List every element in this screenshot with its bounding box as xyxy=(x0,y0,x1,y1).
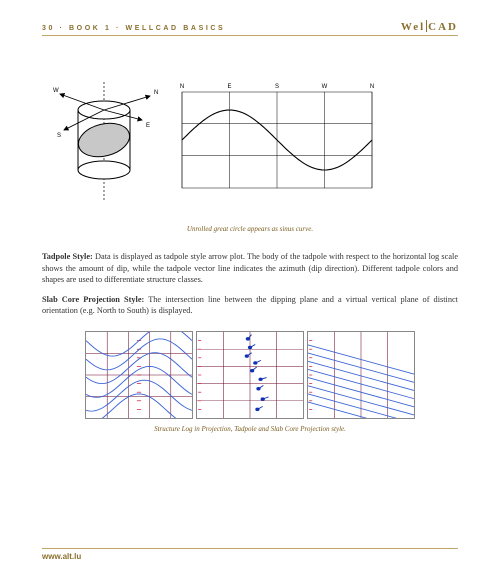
page-header: 30 · BOOK 1 · WELLCAD BASICS WelCAD xyxy=(42,20,458,36)
svg-text:E: E xyxy=(146,123,150,129)
svg-text:E: E xyxy=(227,84,231,90)
slab-lead: Slab Core Projection Style: xyxy=(42,295,144,304)
panel-slab xyxy=(307,331,415,419)
tadpole-lead: Tadpole Style: xyxy=(42,252,93,261)
svg-text:W: W xyxy=(53,88,59,94)
paragraph-tadpole: Tadpole Style: Data is displayed as tadp… xyxy=(42,251,458,286)
page-footer: www.alt.lu xyxy=(42,548,458,561)
tri-panel-figure xyxy=(85,331,415,419)
brand-logo: WelCAD xyxy=(401,20,458,33)
diagram-caption-2: Structure Log in Projection, Tadpole and… xyxy=(42,425,458,433)
cylinder-sinus-diagram: W N S E N E S W N xyxy=(42,74,382,204)
brand-right: CAD xyxy=(428,21,458,33)
book-label: BOOK 1 xyxy=(69,25,111,32)
svg-text:S: S xyxy=(275,84,279,90)
tadpole-text: Data is displayed as tadpole style arrow… xyxy=(42,252,458,284)
header-left: 30 · BOOK 1 · WELLCAD BASICS xyxy=(42,25,225,32)
diagram-caption-1: Unrolled great circle appears as sinus c… xyxy=(42,225,458,233)
footer-url: www.alt.lu xyxy=(42,552,81,561)
svg-text:N: N xyxy=(370,84,374,90)
panel-tadpole xyxy=(196,331,304,419)
chapter-title: WELLCAD BASICS xyxy=(126,25,226,32)
svg-text:N: N xyxy=(154,90,158,96)
svg-text:W: W xyxy=(322,84,328,90)
svg-text:S: S xyxy=(57,133,61,139)
page-number: 30 xyxy=(42,25,55,32)
svg-text:N: N xyxy=(180,84,184,90)
brand-left: Wel xyxy=(401,21,425,33)
paragraph-slab: Slab Core Projection Style: The intersec… xyxy=(42,294,458,317)
panel-projection xyxy=(85,331,193,419)
